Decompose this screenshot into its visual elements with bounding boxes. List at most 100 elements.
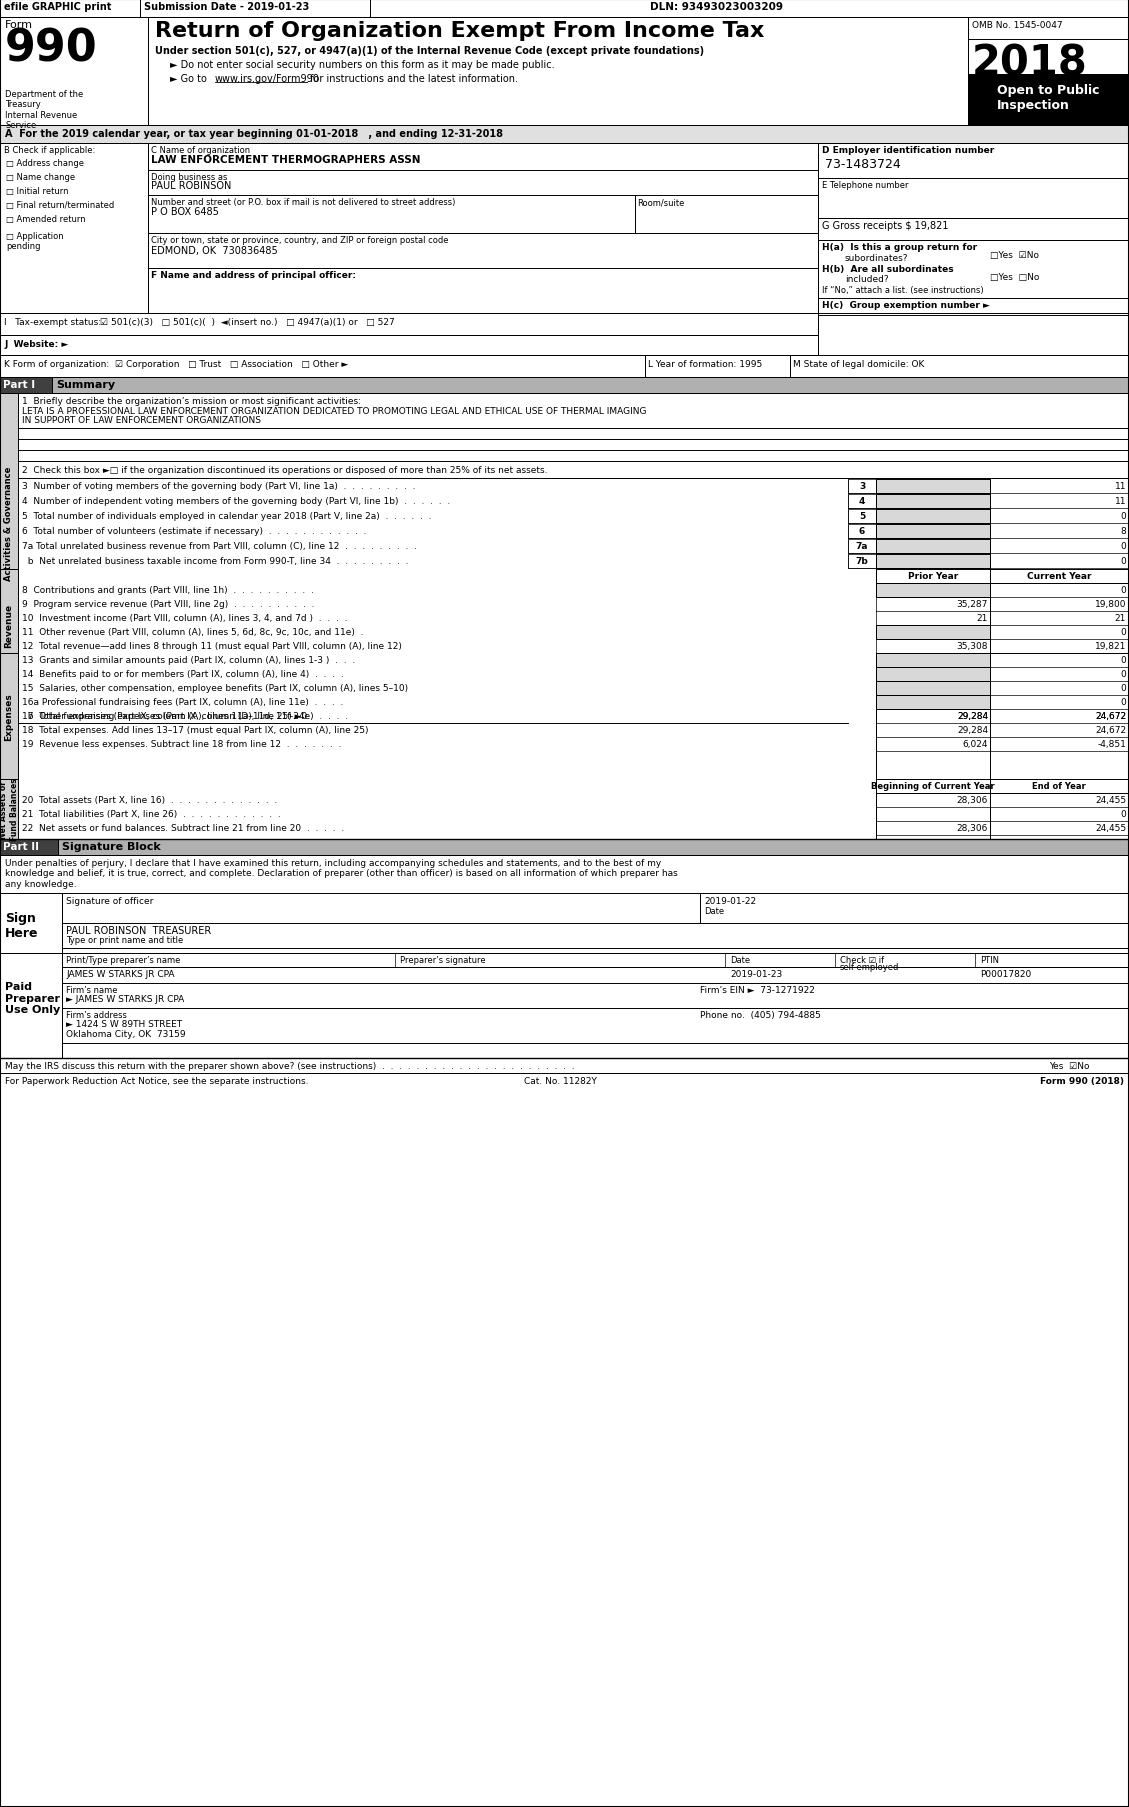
Bar (876, 681, 990, 696)
Bar (848, 479, 876, 493)
Text: 12  Total revenue—add lines 8 through 11 (must equal Part VIII, column (A), line: 12 Total revenue—add lines 8 through 11 … (21, 641, 402, 651)
Bar (0, 356, 1129, 378)
Text: Return of Organization Exempt From Income Tax: Return of Organization Exempt From Incom… (155, 22, 764, 42)
Text: Submission Date - 2019-01-23: Submission Date - 2019-01-23 (145, 2, 309, 13)
Text: Open to Public
Inspection: Open to Public Inspection (997, 83, 1100, 112)
Text: 15  Salaries, other compensation, employee benefits (Part IX, column (A), lines : 15 Salaries, other compensation, employe… (21, 683, 408, 692)
Text: Part I: Part I (3, 379, 35, 390)
Text: included?: included? (844, 275, 889, 284)
Text: 7a: 7a (856, 542, 868, 551)
Text: Expenses: Expenses (5, 692, 14, 741)
Bar (968, 18, 1129, 126)
Text: 0: 0 (1120, 698, 1126, 707)
Bar (848, 524, 876, 538)
Text: 21: 21 (1114, 614, 1126, 623)
Text: 0: 0 (1120, 627, 1126, 636)
Text: Current Year: Current Year (1026, 571, 1092, 580)
Text: 22  Net assets or fund balances. Subtract line 21 from line 20  .  .  .  .  .: 22 Net assets or fund balances. Subtract… (21, 824, 344, 833)
Text: M State of legal domicile: OK: M State of legal domicile: OK (793, 360, 925, 369)
Text: Date: Date (704, 907, 724, 916)
Text: Signature Block: Signature Block (62, 842, 160, 851)
Text: 35,287: 35,287 (956, 600, 988, 609)
Bar (876, 584, 990, 598)
Text: K Form of organization:  ☑ Corporation   □ Trust   □ Association   □ Other ►: K Form of organization: ☑ Corporation □ … (5, 360, 348, 369)
Text: Firm’s address: Firm’s address (65, 1010, 126, 1019)
Text: 3: 3 (859, 482, 865, 492)
Text: 0: 0 (1120, 670, 1126, 679)
Bar (819, 145, 1129, 314)
Text: D Employer identification number: D Employer identification number (822, 146, 995, 155)
Text: 5  Total number of individuals employed in calendar year 2018 (Part V, line 2a) : 5 Total number of individuals employed i… (21, 511, 431, 520)
Text: 21: 21 (977, 614, 988, 623)
Text: 10  Investment income (Part VIII, column (A), lines 3, 4, and 7d )  .  .  .  .: 10 Investment income (Part VIII, column … (21, 614, 348, 623)
Bar (990, 569, 1129, 584)
Text: □ Final return/terminated: □ Final return/terminated (6, 201, 114, 210)
Bar (0, 336, 819, 356)
Text: ► JAMES W STARKS JR CPA: ► JAMES W STARKS JR CPA (65, 994, 184, 1003)
Text: Type or print name and title: Type or print name and title (65, 936, 183, 945)
Text: ☑ 501(c)(3)   □ 501(c)(  )  ◄(insert no.)   □ 4947(a)(1) or   □ 527: ☑ 501(c)(3) □ 501(c)( ) ◄(insert no.) □ … (100, 318, 395, 327)
Bar (819, 219, 1129, 240)
Text: OMB No. 1545-0047: OMB No. 1545-0047 (972, 22, 1062, 31)
Text: □ Amended return: □ Amended return (6, 215, 86, 224)
Text: 2  Check this box ►□ if the organization discontinued its operations or disposed: 2 Check this box ►□ if the organization … (21, 466, 548, 475)
Text: 6,024: 6,024 (963, 739, 988, 748)
Text: 5: 5 (859, 511, 865, 520)
Text: ► Do not enter social security numbers on this form as it may be made public.: ► Do not enter social security numbers o… (170, 60, 554, 70)
Text: ► Go to: ► Go to (170, 74, 210, 83)
Text: Yes  ☑No: Yes ☑No (1050, 1061, 1089, 1070)
Text: Under penalties of perjury, I declare that I have examined this return, includin: Under penalties of perjury, I declare th… (5, 858, 677, 889)
Bar (0, 840, 1129, 855)
Text: 2018: 2018 (972, 42, 1088, 83)
Bar (0, 18, 1129, 126)
Text: Number and street (or P.O. box if mail is not delivered to street address): Number and street (or P.O. box if mail i… (151, 199, 455, 206)
Text: www.irs.gov/Form990: www.irs.gov/Form990 (215, 74, 320, 83)
Text: Firm’s EIN ►  73-1271922: Firm’s EIN ► 73-1271922 (700, 985, 815, 994)
Bar (148, 145, 819, 314)
Text: 11  Other revenue (Part VIII, column (A), lines 5, 6d, 8c, 9c, 10c, and 11e)  .: 11 Other revenue (Part VIII, column (A),… (21, 627, 364, 636)
Text: P00017820: P00017820 (980, 970, 1031, 978)
Text: 19,821: 19,821 (1095, 641, 1126, 651)
Text: 29,284: 29,284 (957, 726, 988, 735)
Text: Paid
Preparer
Use Only: Paid Preparer Use Only (5, 981, 60, 1016)
Text: 0: 0 (1120, 656, 1126, 665)
Text: Activities & Governance: Activities & Governance (5, 466, 14, 580)
Text: Form: Form (5, 20, 33, 31)
Text: □ Address change: □ Address change (6, 159, 84, 168)
Text: 8  Contributions and grants (Part VIII, line 1h)  .  .  .  .  .  .  .  .  .  .: 8 Contributions and grants (Part VIII, l… (21, 585, 314, 595)
Text: □Yes  ☑No: □Yes ☑No (990, 251, 1039, 260)
Text: Preparer’s signature: Preparer’s signature (400, 956, 485, 965)
Text: 28,306: 28,306 (956, 824, 988, 833)
Text: Doing business as: Doing business as (151, 173, 227, 183)
Text: 29,284: 29,284 (957, 712, 988, 721)
Text: Summary: Summary (56, 379, 115, 390)
Text: IN SUPPORT OF LAW ENFORCEMENT ORGANIZATIONS: IN SUPPORT OF LAW ENFORCEMENT ORGANIZATI… (21, 416, 261, 425)
Bar (876, 696, 990, 710)
Text: □ Initial return: □ Initial return (6, 186, 69, 195)
Bar (0, 840, 58, 855)
Text: 11: 11 (1114, 497, 1126, 506)
Text: Sign
Here: Sign Here (5, 911, 38, 940)
Bar (848, 510, 876, 524)
Text: Revenue: Revenue (5, 604, 14, 647)
Text: 990: 990 (5, 27, 98, 70)
Text: Under section 501(c), 527, or 4947(a)(1) of the Internal Revenue Code (except pr: Under section 501(c), 527, or 4947(a)(1)… (155, 45, 704, 56)
Text: P O BOX 6485: P O BOX 6485 (151, 206, 219, 217)
Text: 7a Total unrelated business revenue from Part VIII, column (C), line 12  .  .  .: 7a Total unrelated business revenue from… (21, 542, 417, 551)
Text: Cat. No. 11282Y: Cat. No. 11282Y (524, 1077, 596, 1086)
Text: Phone no.  (405) 794-4885: Phone no. (405) 794-4885 (700, 1010, 821, 1019)
Bar (0, 569, 18, 681)
Text: 2019-01-22: 2019-01-22 (704, 896, 756, 905)
Text: Net Assets or
Fund Balances: Net Assets or Fund Balances (0, 779, 19, 840)
Text: 0: 0 (1120, 810, 1126, 819)
Bar (0, 654, 18, 779)
Text: 9  Program service revenue (Part VIII, line 2g)  .  .  .  .  .  .  .  .  .  .: 9 Program service revenue (Part VIII, li… (21, 600, 315, 609)
Bar (0, 126, 1129, 145)
Text: ► 1424 S W 89TH STREET: ► 1424 S W 89TH STREET (65, 1019, 182, 1028)
Text: 16a Professional fundraising fees (Part IX, column (A), line 11e)  .  .  .  .: 16a Professional fundraising fees (Part … (21, 698, 343, 707)
Text: 7b: 7b (856, 557, 868, 566)
Bar (876, 667, 990, 681)
Text: EDMOND, OK  730836485: EDMOND, OK 730836485 (151, 246, 278, 257)
Bar (0, 779, 18, 840)
Text: for instructions and the latest information.: for instructions and the latest informat… (307, 74, 518, 83)
